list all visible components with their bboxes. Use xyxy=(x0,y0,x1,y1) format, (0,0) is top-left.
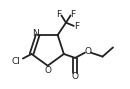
Text: O: O xyxy=(72,72,79,81)
Text: F: F xyxy=(74,22,79,31)
Text: F: F xyxy=(70,10,75,19)
Text: O: O xyxy=(44,66,51,75)
Text: Cl: Cl xyxy=(12,57,21,66)
Text: N: N xyxy=(32,29,39,38)
Text: O: O xyxy=(85,47,92,56)
Text: F: F xyxy=(56,10,61,19)
